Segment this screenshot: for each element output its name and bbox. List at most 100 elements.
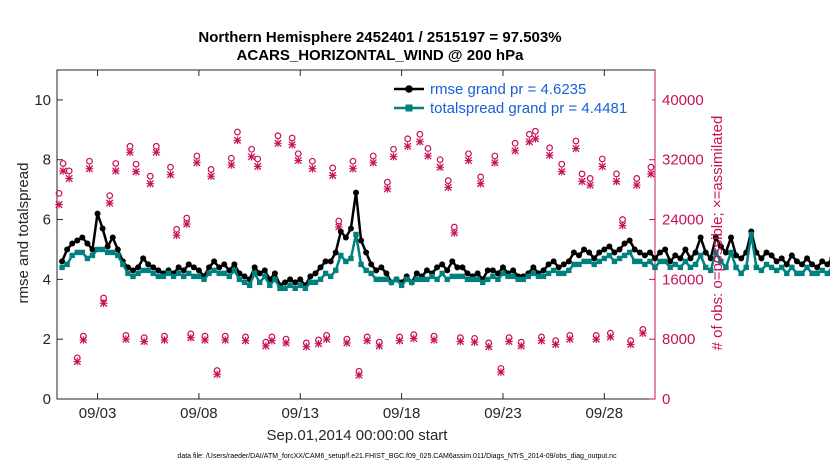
obs-assimilated-marker (322, 335, 331, 343)
obs-assimilated-marker (476, 179, 485, 188)
rmse-point (155, 267, 162, 274)
totalspread-point (692, 261, 699, 268)
rmse-point (89, 246, 96, 253)
obs-possible-marker (586, 175, 594, 182)
totalspread-point (469, 276, 476, 283)
totalspread-point (145, 267, 151, 274)
obs-possible-marker (294, 150, 302, 158)
obs-assimilated-marker (302, 342, 311, 351)
totalspread-point (282, 285, 288, 292)
obs-assimilated-marker (464, 156, 473, 165)
rmse-point (798, 261, 805, 268)
totalspread-point (297, 282, 303, 289)
rmse-point (271, 270, 278, 277)
rmse-point (59, 258, 66, 265)
rmse-point (327, 258, 334, 265)
totalspread-point (251, 270, 258, 277)
obs-possible-marker (369, 152, 377, 160)
rmse-point (677, 255, 684, 262)
rmse-point (768, 252, 775, 259)
obs-assimilated-marker (288, 140, 296, 149)
rmse-point (332, 249, 339, 256)
rmse-point (631, 246, 638, 253)
rmse-point (94, 210, 101, 217)
totalspread-point (322, 270, 329, 277)
rmse-point (109, 234, 116, 241)
totalspread-point (277, 285, 283, 292)
rmse-point (596, 249, 603, 256)
rmse-point (550, 258, 557, 265)
x-tick-label: 09/13 (281, 405, 319, 422)
totalspread-point (657, 258, 663, 265)
obs-assimilated-marker (450, 229, 459, 237)
obs-assimilated-marker (517, 342, 526, 350)
totalspread-point (160, 273, 167, 280)
rmse-point (363, 249, 370, 256)
rmse-point (692, 249, 699, 256)
rmse-point (423, 267, 430, 274)
obs-assimilated-marker (566, 335, 574, 343)
totalspread-point (758, 267, 765, 274)
obs-possible-marker (578, 170, 586, 178)
rmse-point (738, 255, 745, 262)
rmse-point (297, 276, 304, 283)
y-right-tick-label: 32000 (662, 152, 704, 169)
rmse-point (342, 234, 349, 241)
rmse-point (662, 246, 669, 253)
totalspread-point (809, 270, 815, 277)
legend-box (388, 76, 652, 118)
totalspread-point (738, 270, 744, 277)
obs-assimilated-marker (241, 336, 250, 345)
rmse-point (373, 267, 380, 274)
totalspread-point (388, 279, 395, 286)
totalspread-point (768, 264, 775, 271)
totalspread-point (520, 276, 526, 283)
totalspread-point (79, 249, 86, 256)
totalspread-point (500, 270, 506, 277)
x-tick-label: 09/03 (79, 405, 117, 422)
totalspread-point (647, 258, 653, 265)
totalspread-point (576, 261, 582, 268)
y-axis-right-label: # of obs: o=possible; ×=assimilated (709, 116, 726, 351)
obs-assimilated-marker (424, 152, 432, 160)
obs-assimilated-marker (247, 152, 256, 161)
obs-assimilated-marker (166, 170, 175, 179)
totalspread-point (84, 255, 91, 262)
totalspread-point (672, 261, 678, 268)
obs-assimilated-marker (99, 299, 108, 308)
obs-possible-marker (390, 145, 397, 153)
totalspread-point (479, 279, 486, 286)
rmse-point (413, 270, 420, 277)
totalspread-point (262, 273, 268, 280)
rmse-point (494, 270, 501, 277)
rmse-point (626, 237, 633, 244)
totalspread-point (718, 258, 724, 265)
totalspread-point (606, 252, 613, 259)
obs-assimilated-marker (409, 334, 418, 343)
y-left-tick-label: 2 (43, 331, 51, 348)
rmse-point (449, 258, 456, 265)
rmse-point (241, 273, 248, 280)
totalspread-point (662, 258, 668, 265)
rmse-point (591, 255, 598, 262)
totalspread-point (621, 252, 628, 259)
rmse-point (555, 264, 562, 271)
y-left-tick-label: 4 (43, 271, 51, 288)
totalspread-point (540, 273, 547, 280)
totalspread-point (206, 270, 212, 277)
rmse-point (682, 246, 689, 253)
totalspread-point (616, 255, 623, 262)
obs-assimilated-marker (314, 339, 323, 348)
totalspread-point (535, 273, 542, 280)
obs-possible-marker (59, 160, 67, 167)
totalspread-point (728, 249, 734, 256)
obs-assimilated-marker (557, 167, 566, 176)
totalspread-point (150, 270, 156, 277)
totalspread-point (363, 267, 369, 274)
rmse-point (793, 258, 800, 265)
rmse-point (606, 243, 613, 250)
totalspread-point (581, 258, 587, 265)
totalspread-point (601, 255, 608, 262)
obs-assimilated-marker (545, 151, 554, 160)
rmse-point (484, 267, 491, 274)
